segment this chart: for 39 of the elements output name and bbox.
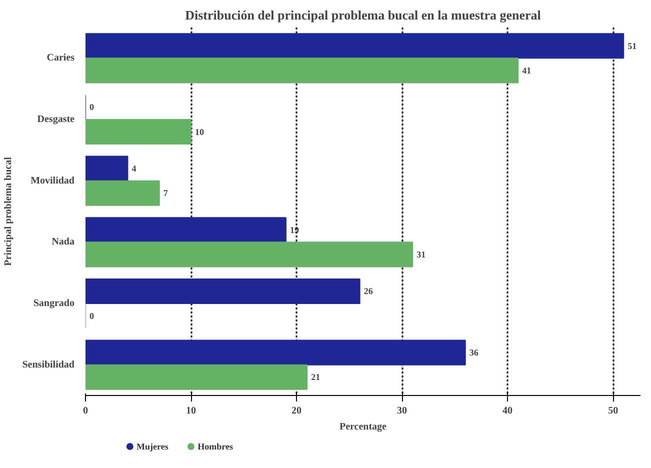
x-tick-label: 50 <box>608 406 618 416</box>
data-label: 10 <box>195 126 205 137</box>
bar <box>86 156 128 182</box>
x-tick-label: 30 <box>397 406 408 416</box>
bar <box>86 278 360 304</box>
data-label: 26 <box>364 286 374 296</box>
y-tick-label: Movilidad <box>30 175 75 186</box>
y-tick-label: Sensibilidad <box>22 359 75 370</box>
data-label: 51 <box>628 40 638 51</box>
chart-title: Distribución del principal problema bucal en la muestra general <box>185 8 542 22</box>
x-tick-label: 20 <box>292 406 302 416</box>
y-tick-label: Caries <box>46 52 75 64</box>
data-label: 4 <box>132 164 137 174</box>
legend-label: Mujeres <box>136 442 169 452</box>
legend-label: Hombres <box>198 442 234 452</box>
bar <box>86 217 286 243</box>
y-tick-label: Sangrado <box>33 298 74 309</box>
x-tick-label: 40 <box>502 406 513 416</box>
x-tick-label: 10 <box>186 406 196 416</box>
y-tick-label: Desgaste <box>37 114 76 125</box>
bar <box>86 180 160 206</box>
x-axis-title: Percentage <box>339 422 388 432</box>
bar <box>86 242 414 268</box>
data-label: 36 <box>469 348 479 358</box>
bar <box>86 58 519 84</box>
data-label: 19 <box>290 224 300 235</box>
data-label: 0 <box>90 310 94 321</box>
y-tick-label: Nada <box>52 236 75 248</box>
x-tick-label: 0 <box>83 406 88 416</box>
data-label: 41 <box>522 65 532 76</box>
bar <box>86 364 308 390</box>
bar <box>86 340 466 366</box>
data-label: 7 <box>163 188 168 198</box>
y-axis-title: Principal problema bucal <box>3 156 14 266</box>
data-label: 21 <box>311 372 321 382</box>
bar <box>86 33 624 59</box>
data-label: 31 <box>416 249 426 260</box>
bar <box>86 119 192 145</box>
data-label: 0 <box>90 102 94 112</box>
